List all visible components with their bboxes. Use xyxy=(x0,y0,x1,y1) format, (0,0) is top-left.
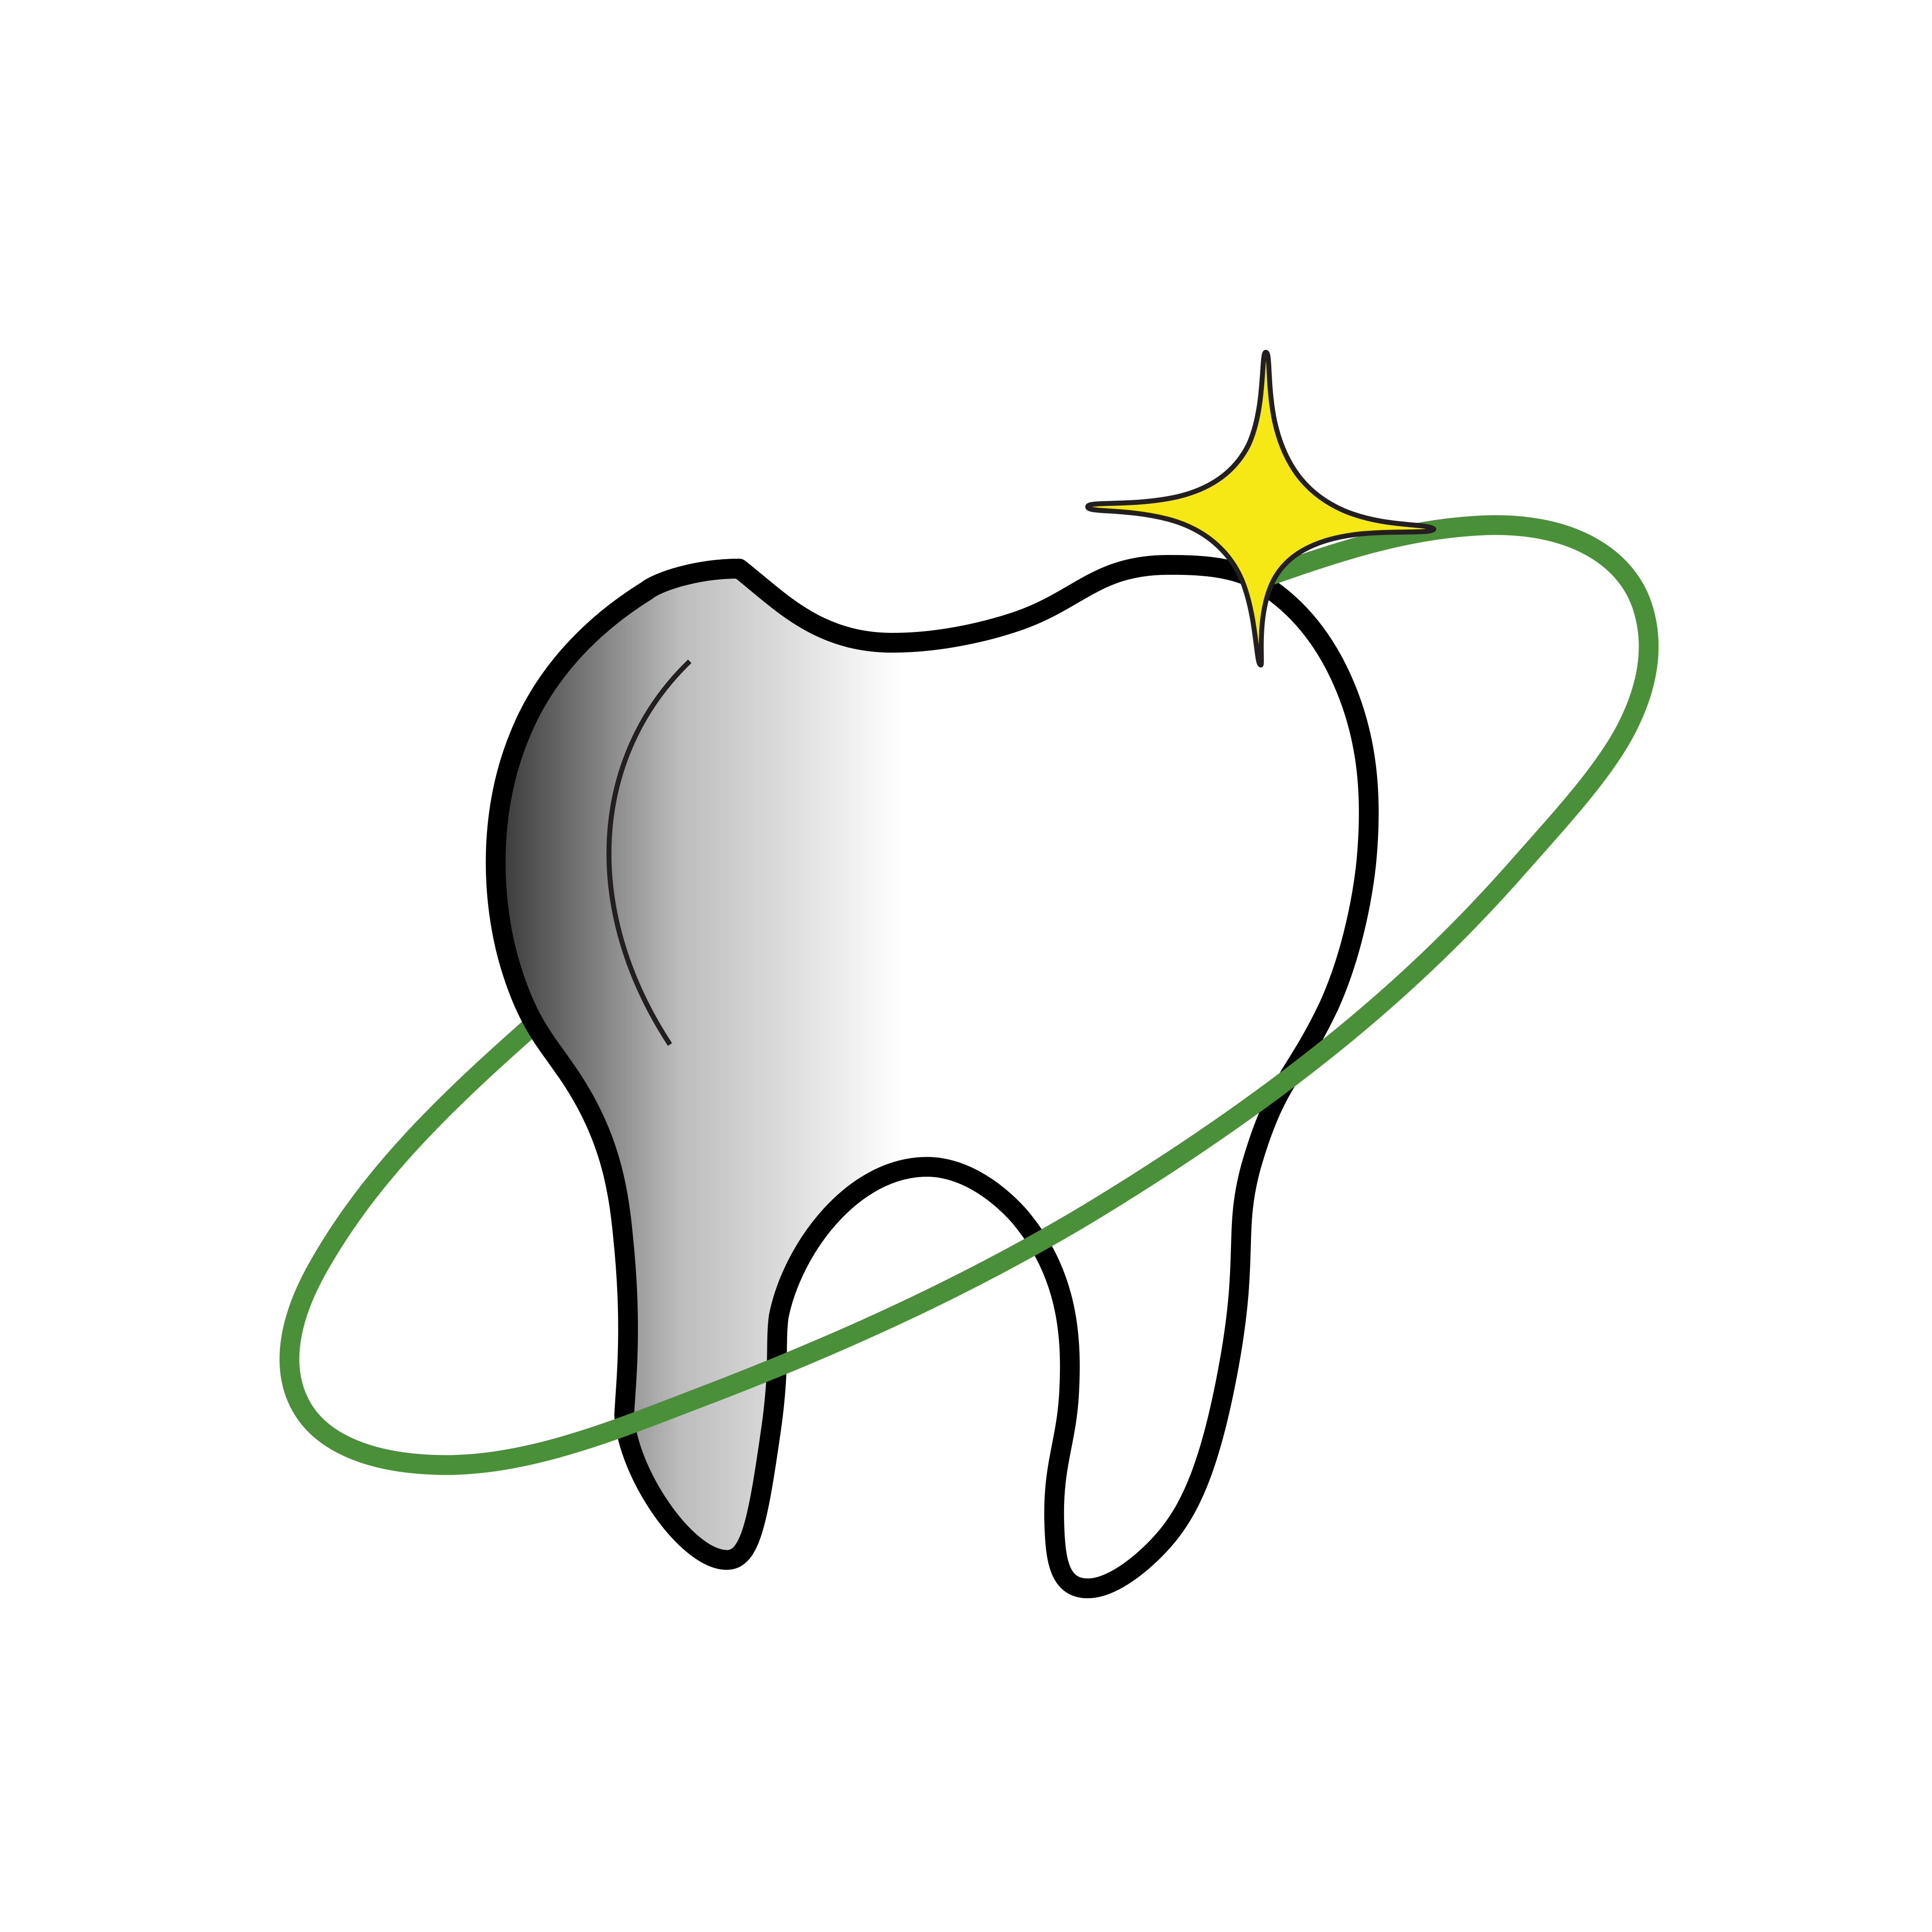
orbit-ring-icon xyxy=(293,515,1659,1475)
tooth-highlight-arc xyxy=(606,659,692,1046)
tooth-icon xyxy=(485,555,1379,1599)
orbit-ring-back xyxy=(279,1011,548,1419)
sparkle-star-icon xyxy=(1085,350,1436,668)
